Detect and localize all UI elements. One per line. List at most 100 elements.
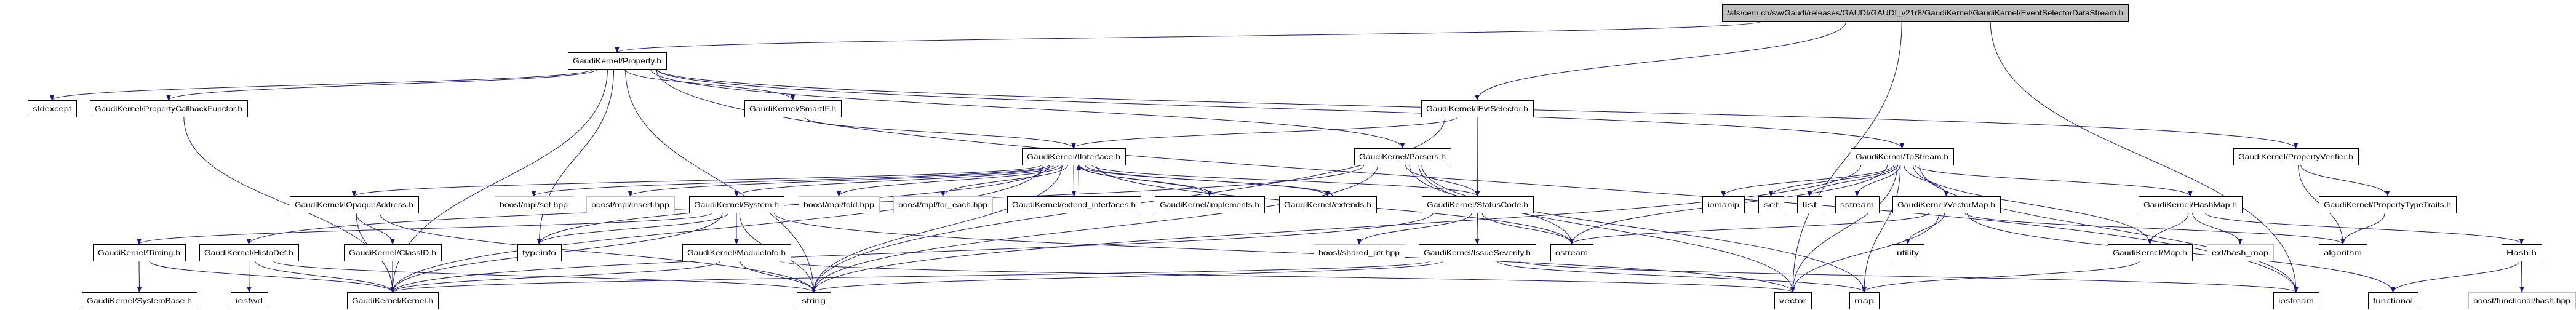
dependency-edge [2300, 164, 2390, 197]
node-box [1314, 244, 1405, 261]
include-node[interactable]: boost/functional/hash.hpp [2468, 292, 2576, 309]
include-node[interactable]: string [797, 292, 831, 309]
dependency-edge [148, 260, 395, 293]
nodes-layer: /afs/cern.ch/sw/Gaudi/releases/GAUDI/GAU… [28, 4, 2576, 309]
include-node[interactable]: GaudiKernel/implements.h [1155, 196, 1265, 213]
node-box [2207, 244, 2274, 261]
node-box [1421, 100, 1534, 117]
include-node[interactable]: GaudiKernel/PropertyCallbackFunctor.h [90, 100, 248, 117]
node-label: GaudiKernel/System.h [694, 201, 779, 209]
dependency-edge [740, 260, 816, 293]
include-node[interactable]: boost/mpl/fold.hpp [799, 196, 880, 213]
include-node[interactable]: set [1758, 196, 1784, 213]
dependency-edge [356, 212, 395, 245]
node-box [2319, 196, 2457, 213]
node-box [82, 292, 197, 309]
node-box [347, 292, 439, 309]
dependency-edge [811, 164, 1378, 293]
include-node[interactable]: typeinfo [517, 244, 562, 261]
include-node[interactable]: iostream [2273, 292, 2319, 309]
dependency-edge [1919, 164, 2299, 293]
node-box [1155, 196, 1265, 213]
node-label: iostream [2278, 296, 2314, 305]
include-node[interactable]: GaudiKernel/SystemBase.h [82, 292, 197, 309]
node-box [1758, 196, 1784, 213]
node-label: GaudiKernel/IOpaqueAddress.h [295, 201, 413, 209]
node-box [28, 100, 77, 117]
include-node[interactable]: GaudiKernel/Kernel.h [347, 292, 439, 309]
include-node[interactable]: GaudiKernel/PropertyVerifier.h [2233, 148, 2359, 165]
include-node[interactable]: sstream [1835, 196, 1880, 213]
node-box [290, 196, 419, 213]
include-node[interactable]: GaudiKernel/Property.h [568, 52, 667, 70]
include-node[interactable]: GaudiKernel/System.h [689, 196, 784, 213]
include-node[interactable]: algorithm [2319, 244, 2367, 261]
dependency-edge [1421, 164, 1867, 293]
node-box [682, 244, 791, 261]
dependency-edge [811, 164, 1862, 293]
node-label: Hash.h [2506, 248, 2537, 257]
include-node[interactable]: vector [1774, 292, 1812, 309]
include-node[interactable]: GaudiKernel/IOpaqueAddress.h [290, 196, 419, 213]
dependency-edge [166, 68, 599, 101]
include-node[interactable]: GaudiKernel/extend_interfaces.h [1007, 196, 1141, 213]
dependency-edge [1518, 260, 2299, 293]
node-label: string [802, 296, 826, 305]
include-node[interactable]: GaudiKernel/ClassID.h [344, 244, 442, 261]
include-node[interactable]: map [1849, 292, 1880, 309]
dependency-edge [804, 116, 1076, 149]
node-label: /afs/cern.ch/sw/Gaudi/releases/GAUDI/GAU… [1727, 9, 2123, 17]
include-node[interactable]: ext/hash_map [2207, 244, 2274, 261]
include-node[interactable]: boost/mpl/set.hpp [495, 196, 573, 213]
node-box [1422, 196, 1534, 213]
include-node[interactable]: GaudiKernel/Map.h [2108, 244, 2193, 261]
include-node[interactable]: GaudiKernel/HistoDef.h [199, 244, 299, 261]
include-node[interactable]: GaudiKernel/extends.h [1279, 196, 1377, 213]
dependency-edge [1807, 164, 1899, 197]
include-node[interactable]: GaudiKernel/HashMap.h [2139, 196, 2243, 213]
node-box [2319, 244, 2367, 261]
node-label: functional [2373, 296, 2413, 305]
node-label: GaudiKernel/ToStream.h [1856, 153, 1948, 161]
include-node[interactable]: boost/mpl/for_each.hpp [893, 196, 993, 213]
include-node[interactable]: utility [1892, 244, 1924, 261]
dependency-edge [351, 164, 1042, 197]
include-node[interactable]: GaudiKernel/IInterface.h [1022, 148, 1126, 165]
node-label: GaudiKernel/Parsers.h [1359, 153, 1446, 161]
include-node[interactable]: list [1797, 196, 1822, 213]
include-node[interactable]: GaudiKernel/IEvtSelector.h [1421, 100, 1534, 117]
include-node[interactable]: stdexcept [28, 100, 77, 117]
node-box [586, 196, 675, 213]
include-node[interactable]: GaudiKernel/Timing.h [93, 244, 186, 261]
node-box [2139, 196, 2243, 213]
include-node[interactable]: GaudiKernel/ToStream.h [1851, 148, 1954, 165]
include-node[interactable]: Hash.h [2502, 244, 2542, 261]
include-node[interactable]: GaudiKernel/StatusCode.h [1422, 196, 1534, 213]
include-node[interactable]: GaudiKernel/PropertyTypeTraits.h [2319, 196, 2457, 213]
node-box [90, 100, 248, 117]
include-node[interactable]: ostream [1550, 244, 1593, 261]
include-node[interactable]: boost/shared_ptr.hpp [1314, 244, 1405, 261]
dependency-edge [650, 68, 1405, 149]
node-box [495, 196, 573, 213]
include-node[interactable]: GaudiKernel/ModuleInfo.h [682, 244, 791, 261]
include-node[interactable]: boost/mpl/insert.hpp [586, 196, 675, 213]
dependency-edge [625, 68, 816, 293]
dependency-edge [1481, 212, 1574, 245]
include-node[interactable]: GaudiKernel/VectorMap.h [1892, 196, 2001, 213]
node-label: GaudiKernel/Kernel.h [352, 296, 433, 305]
node-label: GaudiKernel/SystemBase.h [87, 296, 192, 305]
include-node[interactable]: iomanip [1702, 196, 1745, 213]
node-label: vector [1779, 296, 1806, 305]
include-node[interactable]: GaudiKernel/SmartIF.h [744, 100, 842, 117]
node-label: stdexcept [33, 105, 72, 113]
node-box [1702, 196, 1745, 213]
node-label: GaudiKernel/PropertyTypeTraits.h [2324, 201, 2451, 209]
include-node[interactable]: functional [2368, 292, 2418, 309]
include-node[interactable]: GaudiKernel/IssueSeverity.h [1419, 244, 1536, 261]
node-box [93, 244, 186, 261]
root-file-node[interactable]: /afs/cern.ch/sw/Gaudi/releases/GAUDI/GAU… [1722, 4, 2129, 22]
include-node[interactable]: GaudiKernel/Parsers.h [1354, 148, 1451, 165]
include-node[interactable]: iosfwd [231, 292, 268, 309]
